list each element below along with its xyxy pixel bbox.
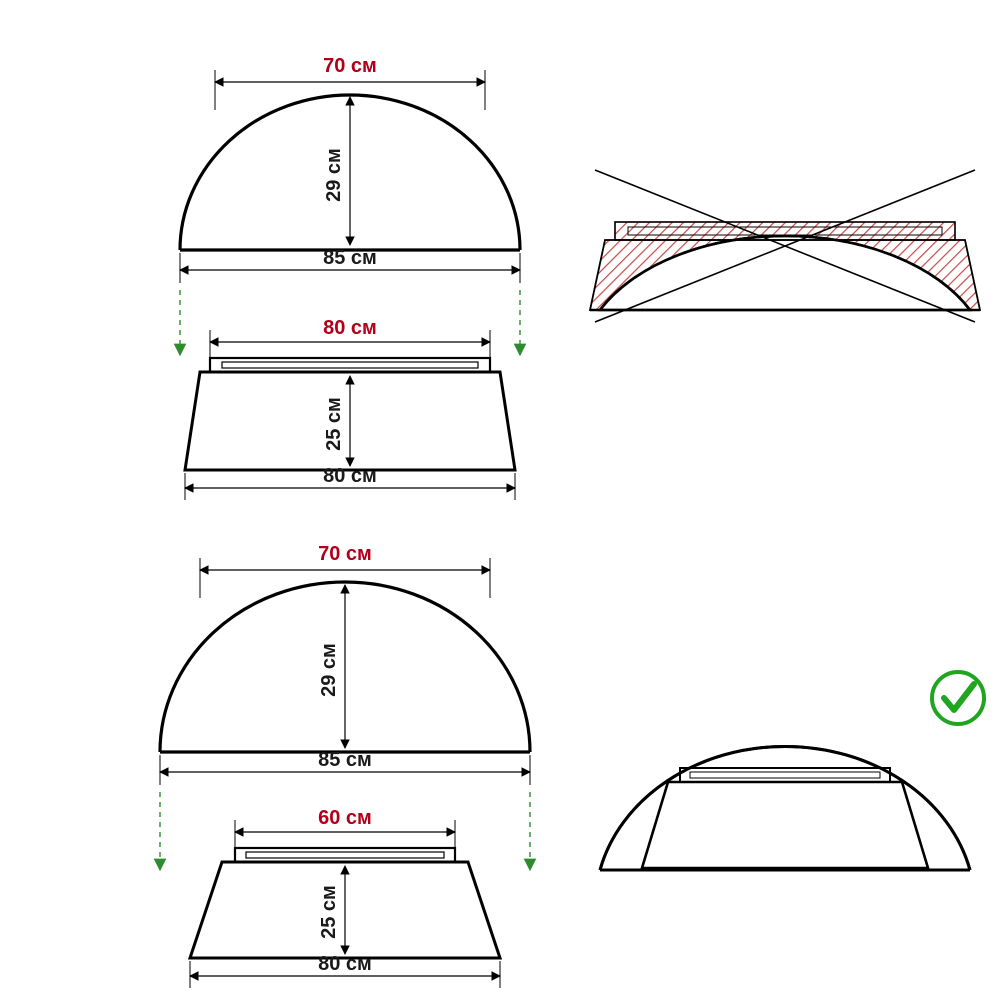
bottom-base-bottom-label: 80 см: [318, 953, 372, 975]
wrong-fit: [590, 170, 980, 322]
bottom-base-height-label: 25 см: [318, 885, 340, 939]
top-dome-height-label: 29 см: [323, 148, 345, 202]
top-base-bottom-label: 80 см: [323, 465, 377, 487]
bottom-dome-top-label: 70 см: [318, 543, 372, 565]
correct-fit: [600, 746, 970, 870]
top-dome-top-label: 70 см: [323, 55, 377, 77]
top-dome-base-label: 85 см: [323, 247, 377, 269]
top-base-top-label: 80 см: [323, 317, 377, 339]
top-dome: 70 см 29 см 85 см: [180, 55, 520, 283]
bottom-dome-base-label: 85 см: [318, 749, 372, 771]
bottom-base: 60 см 25 см 80 см: [190, 807, 500, 988]
check-icon: [932, 672, 984, 724]
bottom-dome-height-label: 29 см: [318, 643, 340, 697]
top-base-height-label: 25 см: [323, 397, 345, 451]
bottom-base-top-label: 60 см: [318, 807, 372, 829]
bottom-dome: 70 см 29 см 85 см: [160, 543, 530, 785]
diagram-canvas: 70 см 29 см 85 см 80 см 25 см 80 см: [0, 0, 1000, 1000]
top-base: 80 см 25 см 80 см: [185, 317, 515, 500]
